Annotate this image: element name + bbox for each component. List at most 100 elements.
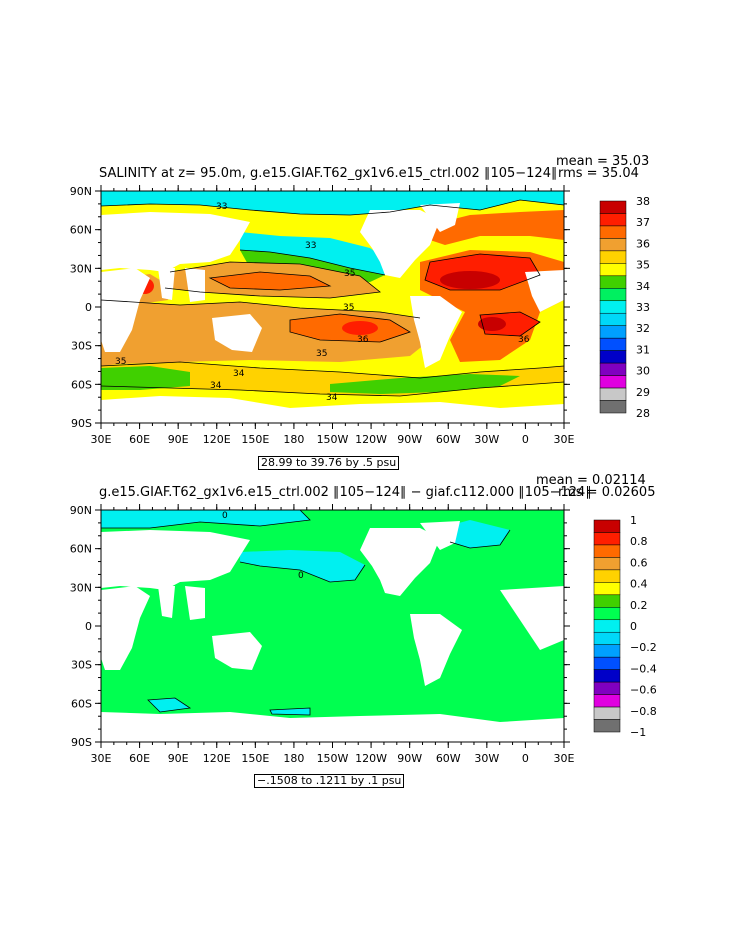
colorbar-swatch [593, 544, 621, 558]
contour-label: 0 [298, 571, 304, 581]
panel1-ticks [95, 185, 570, 429]
colorbar-swatch [593, 631, 621, 645]
lat-label: 60S [71, 697, 92, 710]
colorbar-label: 37 [636, 216, 650, 229]
panel2-contour-labels: 0 0 [222, 511, 304, 581]
colorbar-swatch [593, 719, 621, 733]
lon-label: 30E [91, 752, 112, 765]
colorbar-swatch [593, 532, 621, 546]
lon-label: 180 [283, 433, 304, 446]
colorbar-label: 36 [636, 237, 650, 250]
lon-label: 150E [241, 433, 269, 446]
lon-label: 90W [397, 752, 422, 765]
panel2-ticks [95, 504, 570, 748]
panel2-lon-labels: 30E 60E 90E 120E 150E 180 150W 120W 90W 60W 30W 0 30… [91, 752, 575, 765]
colorbar-swatch [593, 607, 621, 621]
panel1-contour [164, 261, 381, 299]
panel1-rms: rms = 35.04 [558, 166, 639, 181]
panel2-india [158, 586, 175, 618]
lon-label: 180 [283, 752, 304, 765]
panel2-contour [239, 561, 366, 583]
lon-label: 60W [436, 752, 461, 765]
panel1-asia [101, 212, 250, 272]
contour-label: 35 [344, 269, 355, 279]
colorbar-swatch [593, 644, 621, 658]
colorbar-swatch [593, 706, 621, 720]
lon-label: 30E [91, 433, 112, 446]
panel1-contour [479, 311, 541, 337]
panel1-contour [424, 253, 541, 291]
lon-label: 60W [436, 433, 461, 446]
lon-label: 150W [317, 433, 349, 446]
panel2-antarctica [101, 712, 564, 742]
lon-label: 90W [397, 433, 422, 446]
lon-label: 120E [203, 433, 231, 446]
panel2-colorbar-labels: 1 0.8 0.6 0.4 0.2 0 −0.2 −0.4 −0.6 −0.8 −1 [630, 514, 657, 739]
panel2-contour [449, 529, 511, 549]
lat-label: 90S [71, 417, 92, 430]
panel2-contour [147, 697, 192, 713]
colorbar-label: −0.8 [630, 705, 657, 718]
panel1-sa [410, 296, 462, 368]
panel2-lat-labels: 90N 60N 30N 0 30S 60S 90S [70, 504, 92, 749]
lat-label: 30N [70, 262, 92, 275]
panel1-satl-max [478, 317, 506, 331]
panel2-arctic [101, 510, 310, 528]
lon-label: 0 [522, 433, 529, 446]
lon-label: 150E [241, 752, 269, 765]
colorbar-label: 33 [636, 301, 650, 314]
colorbar-swatch [593, 656, 621, 670]
panel1-australia [212, 314, 262, 352]
lat-label: 0 [85, 301, 92, 314]
panel1-np-gyre-core [210, 272, 330, 290]
panel1-colorbar [599, 200, 627, 414]
colorbar-label: −0.6 [630, 684, 657, 697]
colorbar-label: 0.4 [630, 578, 648, 591]
lat-label: 60S [71, 378, 92, 391]
colorbar-label: −0.4 [630, 662, 657, 675]
panel2-greenland [420, 521, 460, 550]
colorbar-label: 32 [636, 322, 650, 335]
lon-label: 0 [522, 752, 529, 765]
colorbar-swatch [593, 694, 621, 708]
panel2-colorbar [593, 519, 621, 733]
colorbar-swatch [593, 569, 621, 583]
lat-label: 30N [70, 581, 92, 594]
lat-label: 60N [70, 224, 92, 237]
panel2-asia [101, 530, 250, 590]
lat-label: 30S [71, 340, 92, 353]
panel2-contour [101, 509, 311, 529]
panel2-seasia [185, 586, 205, 620]
panel1-na-subpolar [430, 210, 564, 245]
lon-label: 90E [168, 752, 189, 765]
contour-label: 36 [357, 335, 369, 345]
colorbar-label: 38 [636, 195, 650, 208]
panel2-title: g.e15.GIAF.T62_gx1v6.e15_ctrl.002 ∥105−1… [99, 485, 592, 500]
lat-label: 0 [85, 620, 92, 633]
colorbar-label: 0.8 [630, 535, 648, 548]
panel1-so-green2 [330, 374, 520, 394]
colorbar-swatch [593, 681, 621, 695]
lon-label: 120E [203, 752, 231, 765]
panel1-india [158, 268, 175, 300]
panel1-greenland [420, 203, 460, 232]
colorbar-label: −0.2 [630, 641, 657, 654]
panel2-africa-east [500, 586, 564, 650]
contour-label: 35 [316, 349, 327, 359]
panel1-contour [208, 271, 332, 291]
panel1-land [101, 203, 564, 368]
contour-label: 35 [115, 357, 126, 367]
colorbar-label: 34 [636, 280, 650, 293]
panel1-contour [239, 249, 386, 276]
contour-label: 34 [326, 393, 338, 403]
lon-label: 60E [129, 433, 150, 446]
panel1-africa-east [525, 270, 564, 312]
panel1-africa [101, 268, 150, 352]
panel1-contour-labels: 33 33 35 35 35 36 36 35 34 34 34 [115, 202, 530, 403]
panel1-antarctica [101, 396, 564, 423]
colorbar-label: 1 [630, 514, 637, 527]
lon-label: 30E [554, 752, 575, 765]
panel1-contour [100, 361, 565, 379]
